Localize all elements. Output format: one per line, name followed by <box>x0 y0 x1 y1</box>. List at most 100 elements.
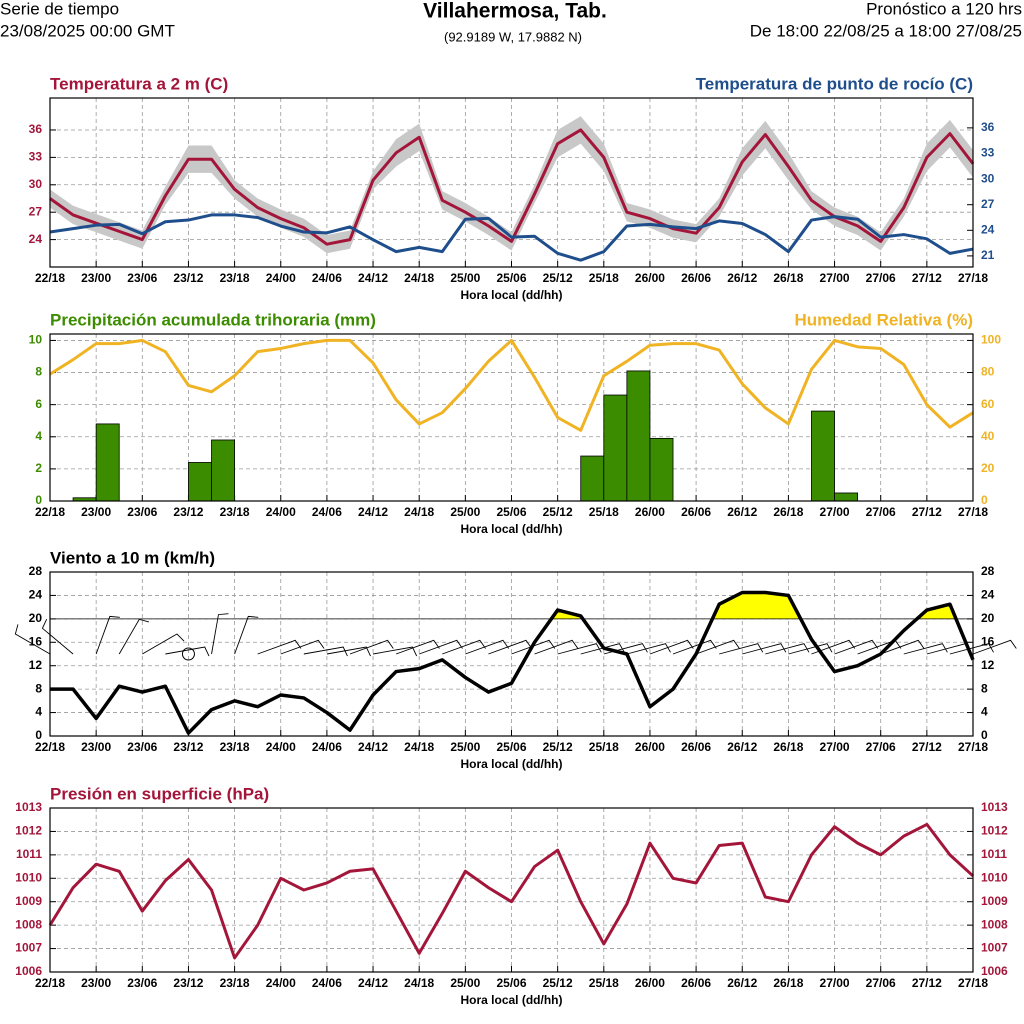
x-tick-label: 27/18 <box>958 505 988 519</box>
wind-barb <box>118 618 150 655</box>
wind-barb <box>234 615 259 655</box>
x-tick-label: 23/12 <box>173 740 203 754</box>
x-tick-label: 27/00 <box>820 505 850 519</box>
x-tick-label: 26/12 <box>727 976 757 990</box>
wind-barb <box>488 639 533 655</box>
x-tick-label: 24/18 <box>404 740 434 754</box>
precip-bar <box>626 370 651 502</box>
x-tick-label: 27/12 <box>912 740 942 754</box>
wind-barb <box>395 639 440 655</box>
plot-frame <box>49 97 974 268</box>
wind-barb <box>165 646 210 657</box>
y2-tick-label: 0 <box>981 728 988 742</box>
x-tick-label: 22/18 <box>35 505 65 519</box>
x-tick-label: 27/12 <box>912 505 942 519</box>
series-line <box>50 590 975 735</box>
precip-bar <box>580 455 605 502</box>
x-tick-label: 24/06 <box>312 740 342 754</box>
y2-tick-label: 33 <box>981 146 995 160</box>
x-tick-label: 27/00 <box>820 271 850 285</box>
x-tick-label: 26/18 <box>773 740 803 754</box>
x-tick-label: 26/18 <box>773 976 803 990</box>
x-tick-label: 27/00 <box>820 976 850 990</box>
x-tick-label: 24/00 <box>266 271 296 285</box>
y-tick-label: 1009 <box>15 894 42 908</box>
x-tick-label: 22/18 <box>35 740 65 754</box>
panel-title: Temperatura a 2 m (C) <box>50 74 228 93</box>
y2-tick-label: 1007 <box>981 941 1008 955</box>
y2-tick-label: 0 <box>981 493 988 507</box>
x-tick-label: 26/00 <box>635 740 665 754</box>
x-tick-label: 24/12 <box>358 740 388 754</box>
y2-tick-label: 1012 <box>981 824 1008 838</box>
x-tick-label: 27/18 <box>958 740 988 754</box>
wind-barb <box>465 639 510 655</box>
wind-barb <box>695 639 740 655</box>
y2-tick-label: 8 <box>981 681 988 695</box>
x-tick-label: 25/12 <box>543 505 573 519</box>
y-tick-label: 1008 <box>15 917 42 931</box>
x-tick-label: 25/12 <box>543 976 573 990</box>
wind-barb <box>903 643 948 655</box>
wind-barb <box>326 646 371 657</box>
x-tick-label: 23/06 <box>127 505 157 519</box>
x-tick-label: 27/18 <box>958 271 988 285</box>
wind-barb <box>142 633 185 655</box>
x-tick-label: 24/06 <box>312 505 342 519</box>
x-tick-label: 25/18 <box>589 505 619 519</box>
x-tick-label: 25/06 <box>496 740 526 754</box>
y-tick-label: 16 <box>29 634 43 648</box>
x-tick-label: 24/06 <box>312 976 342 990</box>
x-tick-label: 23/18 <box>220 740 250 754</box>
x-tick-label: 23/00 <box>81 505 111 519</box>
wind-barb <box>14 624 51 655</box>
precip-bar <box>211 439 235 502</box>
x-tick-label: 26/06 <box>681 740 711 754</box>
wind-barb <box>557 643 602 655</box>
y-tick-label: 6 <box>35 397 42 411</box>
x-tick-label: 25/00 <box>450 271 480 285</box>
x-tick-label: 23/00 <box>81 271 111 285</box>
x-tick-label: 24/06 <box>312 271 342 285</box>
x-axis-label: Hora local (dd/hh) <box>461 993 563 1007</box>
panel-title: Presión en superficie (hPa) <box>50 784 269 803</box>
header-title: Villahermosa, Tab. <box>423 0 607 23</box>
x-tick-label: 25/00 <box>450 505 480 519</box>
wind-barb <box>303 646 348 657</box>
precip-bar <box>811 410 835 502</box>
y-tick-label: 0 <box>35 493 42 507</box>
wind-barb <box>349 639 394 655</box>
y2-tick-label: 1006 <box>981 964 1008 978</box>
precip-bar <box>834 492 859 502</box>
x-tick-label: 24/00 <box>266 740 296 754</box>
y2-tick-label: 1009 <box>981 894 1008 908</box>
x-tick-label: 25/06 <box>496 976 526 990</box>
wind-barb <box>211 613 229 655</box>
y2-tick-label: 1010 <box>981 870 1008 884</box>
y-tick-label: 20 <box>29 611 43 625</box>
x-tick-label: 25/00 <box>450 740 480 754</box>
x-tick-label: 22/18 <box>35 271 65 285</box>
x-tick-label: 26/12 <box>727 740 757 754</box>
wind-barb <box>419 639 463 655</box>
x-tick-label: 27/00 <box>820 740 850 754</box>
y2-tick-label: 12 <box>981 658 995 672</box>
fill-above <box>50 592 973 619</box>
wind-barb <box>788 643 833 655</box>
y2-tick-label: 36 <box>981 120 995 134</box>
calm-circle <box>181 647 195 661</box>
x-tick-label: 23/06 <box>127 271 157 285</box>
x-axis-label: Hora local (dd/hh) <box>461 757 563 771</box>
y2-tick-label: 100 <box>981 333 1001 347</box>
wind-barb <box>257 639 302 655</box>
wind-barb <box>442 639 486 655</box>
panel-title: Viento a 10 m (km/h) <box>50 548 215 567</box>
x-tick-label: 26/00 <box>635 505 665 519</box>
precip-bar <box>649 437 674 502</box>
y2-tick-label: 16 <box>981 634 995 648</box>
plot-frame <box>49 807 974 973</box>
x-tick-label: 27/18 <box>958 976 988 990</box>
x-tick-label: 27/12 <box>912 271 942 285</box>
y-tick-label: 0 <box>35 728 42 742</box>
x-tick-label: 24/12 <box>358 976 388 990</box>
